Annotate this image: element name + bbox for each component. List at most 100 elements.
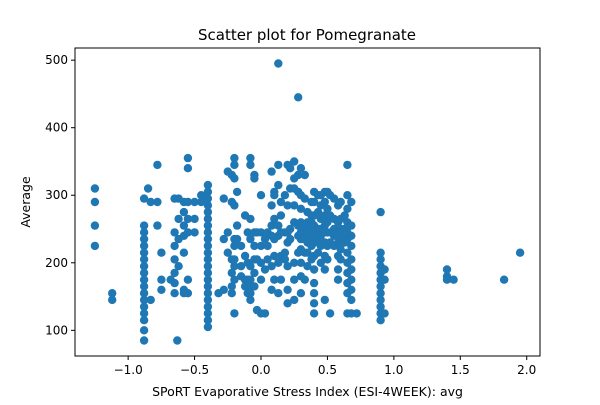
- data-point: [183, 275, 193, 284]
- data-point: [108, 295, 117, 305]
- data-point: [157, 248, 166, 257]
- x-tick-label: 0.0: [251, 363, 270, 377]
- data-point: [170, 241, 179, 251]
- data-point: [219, 234, 228, 244]
- data-point: [376, 316, 385, 325]
- data-point: [203, 289, 213, 298]
- data-point: [139, 262, 149, 271]
- data-point: [320, 295, 329, 305]
- data-point: [153, 197, 162, 207]
- data-point: [286, 164, 295, 173]
- data-point: [256, 275, 266, 284]
- data-point: [143, 184, 153, 193]
- data-point: [296, 228, 306, 237]
- data-point: [246, 234, 255, 244]
- data-point: [250, 268, 259, 278]
- data-point: [333, 275, 343, 284]
- data-point: [183, 228, 193, 237]
- data-point: [309, 197, 319, 207]
- data-point: [203, 268, 213, 278]
- data-point: [139, 336, 149, 345]
- data-point: [236, 241, 246, 251]
- data-point: [146, 197, 155, 207]
- data-point: [256, 241, 266, 251]
- data-point: [230, 160, 239, 170]
- data-point: [170, 268, 179, 278]
- data-point: [274, 59, 283, 68]
- data-point: [230, 201, 239, 210]
- data-point: [276, 211, 286, 220]
- data-point: [309, 289, 319, 298]
- x-axis-label: SPoRT Evaporative Stress Index (ESI-4WEE…: [152, 384, 463, 399]
- data-point: [280, 248, 290, 257]
- data-point: [442, 275, 452, 284]
- data-point: [276, 197, 286, 207]
- data-point: [263, 255, 272, 264]
- data-point: [203, 282, 213, 291]
- data-point: [274, 289, 283, 298]
- data-point: [283, 262, 292, 271]
- data-point: [203, 187, 213, 197]
- data-point: [203, 322, 213, 332]
- data-point: [274, 160, 283, 170]
- data-point: [227, 268, 236, 278]
- data-point: [90, 241, 100, 251]
- y-axis-label: Average: [18, 176, 33, 228]
- data-point: [90, 184, 100, 193]
- data-point: [300, 170, 309, 180]
- data-point: [325, 309, 335, 318]
- data-point: [179, 221, 189, 230]
- data-point: [139, 255, 149, 264]
- data-point: [320, 265, 329, 274]
- data-point: [347, 295, 356, 305]
- data-point: [108, 289, 117, 298]
- data-point: [246, 275, 255, 284]
- data-point: [232, 234, 242, 244]
- data-point: [197, 197, 206, 207]
- x-tick-label: 1.0: [384, 363, 403, 377]
- data-point: [376, 207, 385, 217]
- y-tick-label: 400: [45, 121, 68, 135]
- data-point: [267, 221, 276, 230]
- data-point: [303, 262, 312, 271]
- data-point: [183, 214, 193, 224]
- data-point: [246, 214, 255, 224]
- data-point: [270, 275, 279, 284]
- data-point: [343, 160, 352, 170]
- data-point: [232, 221, 242, 230]
- data-point: [340, 211, 349, 220]
- data-point: [343, 204, 352, 213]
- data-point: [246, 153, 255, 163]
- data-point: [250, 282, 259, 291]
- data-point: [290, 258, 299, 267]
- data-point: [323, 255, 332, 264]
- data-point: [309, 265, 319, 274]
- data-point: [246, 289, 255, 298]
- data-point: [139, 282, 149, 291]
- data-point: [296, 258, 306, 267]
- data-point: [219, 285, 228, 294]
- data-point: [376, 295, 385, 305]
- data-point: [203, 234, 213, 244]
- data-point: [283, 285, 292, 294]
- data-point: [256, 191, 266, 200]
- data-point: [183, 289, 193, 298]
- data-point: [139, 302, 149, 311]
- data-point: [203, 302, 213, 311]
- data-point: [256, 228, 266, 237]
- data-point: [223, 248, 232, 257]
- data-point: [329, 194, 339, 203]
- x-tick-label: 2.0: [517, 363, 536, 377]
- data-point: [203, 309, 213, 318]
- y-tick-label: 100: [45, 323, 68, 337]
- data-point: [230, 275, 239, 284]
- data-point: [139, 221, 149, 230]
- data-point: [347, 241, 356, 251]
- data-point: [197, 191, 206, 200]
- data-point: [139, 241, 149, 251]
- data-point: [303, 248, 312, 257]
- data-point: [333, 265, 343, 274]
- data-point: [203, 201, 213, 210]
- data-point: [376, 282, 385, 291]
- data-point: [380, 265, 389, 274]
